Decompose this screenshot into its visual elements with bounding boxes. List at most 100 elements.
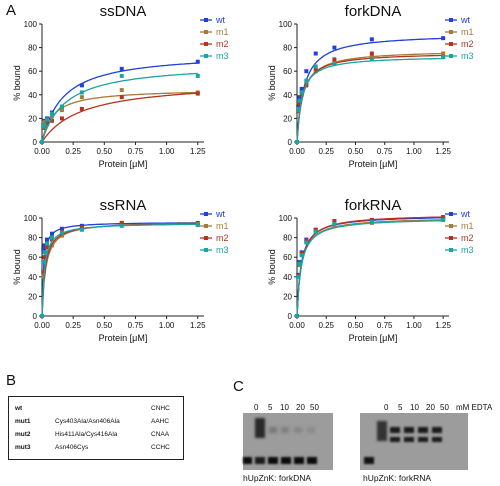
gel-band (390, 437, 400, 442)
chart-title: ssDNA (100, 3, 147, 20)
x-axis-label: Protein [μM] (349, 159, 398, 169)
data-point-m2 (297, 101, 302, 106)
gel-band (294, 457, 304, 464)
mutation-desc: Asn406Cys (55, 444, 89, 451)
x-tick-label: 0.25 (318, 147, 334, 156)
data-point-m2 (195, 91, 200, 96)
chart-title: forkDNA (345, 3, 402, 20)
y-tick-label: 100 (279, 20, 293, 29)
y-tick-label: 60 (283, 253, 292, 262)
data-point-wt (42, 243, 47, 248)
data-point-wt (296, 104, 301, 109)
lane-label: 5 (398, 403, 403, 412)
data-point-m3 (299, 90, 304, 95)
data-point-m2 (441, 215, 446, 220)
x-tick-label: 0.50 (97, 147, 113, 156)
panel-label-a: A (6, 2, 17, 19)
mutant-name: mut1 (15, 418, 31, 425)
legend-marker (449, 30, 453, 34)
legend-label-m2: m2 (216, 233, 229, 243)
legend-label-m3: m3 (461, 51, 474, 61)
x-tick-label: 1.25 (435, 147, 451, 156)
edta-label: mM EDTA (456, 403, 493, 412)
fit-curve-m1 (296, 52, 444, 143)
gel-band (418, 427, 428, 433)
motif-code: AAHC (151, 418, 170, 425)
data-point-m3 (304, 78, 309, 83)
gel-band (404, 437, 414, 442)
y-tick-label: 60 (28, 67, 37, 76)
y-axis-label: % bound (12, 65, 22, 101)
gel-band (281, 457, 291, 464)
x-tick-label: 0.00 (34, 147, 50, 156)
table-row: mut3 Asn406Cys CCHC (15, 444, 179, 454)
gel-band (377, 421, 387, 441)
chart-title: forkRNA (345, 197, 402, 214)
fit-curve-m2 (296, 216, 444, 317)
legend-marker (449, 248, 453, 252)
legend-marker (204, 248, 208, 252)
gel-band (243, 457, 252, 464)
data-point-m3 (119, 223, 124, 228)
fit-curve-m3 (296, 220, 444, 317)
data-point-m1 (49, 114, 54, 119)
mutation-desc: Cys403Ala/Asn406Ala (55, 418, 120, 425)
data-point-wt (304, 69, 309, 74)
y-tick-label: 60 (28, 253, 37, 262)
panel-label-b: B (6, 372, 17, 389)
legend-label-m1: m1 (461, 221, 474, 231)
data-point-m1 (79, 95, 84, 100)
data-point-m3 (195, 73, 200, 78)
y-tick-label: 80 (283, 234, 292, 243)
legend-label-wt: wt (215, 15, 225, 25)
x-tick-label: 1.25 (190, 321, 206, 330)
y-axis-label: % bound (267, 65, 277, 101)
y-tick-label: 40 (28, 91, 37, 100)
gel-band (432, 427, 442, 433)
gel-band (255, 457, 265, 464)
y-axis-label: % bound (267, 249, 277, 285)
legend-marker (449, 224, 453, 228)
legend-marker (449, 54, 453, 58)
legend-label-m3: m3 (216, 245, 229, 255)
table-row: mut2 His411Ala/Cys416Ala CNAA (15, 431, 179, 441)
data-point-m3 (42, 250, 47, 255)
table-row: mut1 Cys403Ala/Asn406Ala AAHC (15, 418, 179, 428)
y-tick-label: 0 (288, 312, 293, 321)
data-point-wt (297, 95, 302, 100)
x-tick-label: 0.50 (97, 321, 113, 330)
fit-curve-wt (41, 62, 198, 143)
mutation-desc: His411Ala/Cys416Ala (55, 431, 118, 438)
y-tick-label: 80 (283, 44, 292, 53)
data-point-wt (313, 51, 318, 56)
legend-marker (204, 224, 208, 228)
mutant-name: mut2 (15, 431, 31, 438)
data-point-m3 (441, 217, 446, 222)
x-axis-label: Protein [μM] (349, 333, 398, 343)
x-tick-label: 0.75 (377, 147, 393, 156)
gel-band (418, 437, 428, 442)
mutant-name: mut3 (15, 444, 31, 451)
legend-marker (449, 236, 453, 240)
lane-label: 10 (410, 403, 419, 412)
gel-forkdna (243, 413, 333, 470)
gel-band (307, 427, 315, 433)
data-point-m3 (195, 222, 200, 227)
data-point-m3 (79, 90, 84, 95)
legend-label-m1: m1 (461, 27, 474, 37)
x-tick-label: 0.75 (377, 321, 393, 330)
x-tick-label: 0.00 (34, 321, 50, 330)
gel-band (268, 457, 278, 464)
fit-curve-m2 (41, 92, 198, 143)
data-point-m3 (313, 64, 318, 69)
data-point-m2 (49, 118, 54, 123)
data-point-m1 (369, 55, 374, 60)
gel-band (255, 418, 265, 438)
legend-label-wt: wt (460, 15, 470, 25)
y-tick-label: 0 (33, 138, 38, 147)
data-point-m2 (369, 51, 374, 56)
gel-band (307, 457, 317, 464)
data-point-m2 (79, 106, 84, 111)
legend-label-wt: wt (215, 209, 225, 219)
legend-label-m1: m1 (216, 27, 229, 37)
